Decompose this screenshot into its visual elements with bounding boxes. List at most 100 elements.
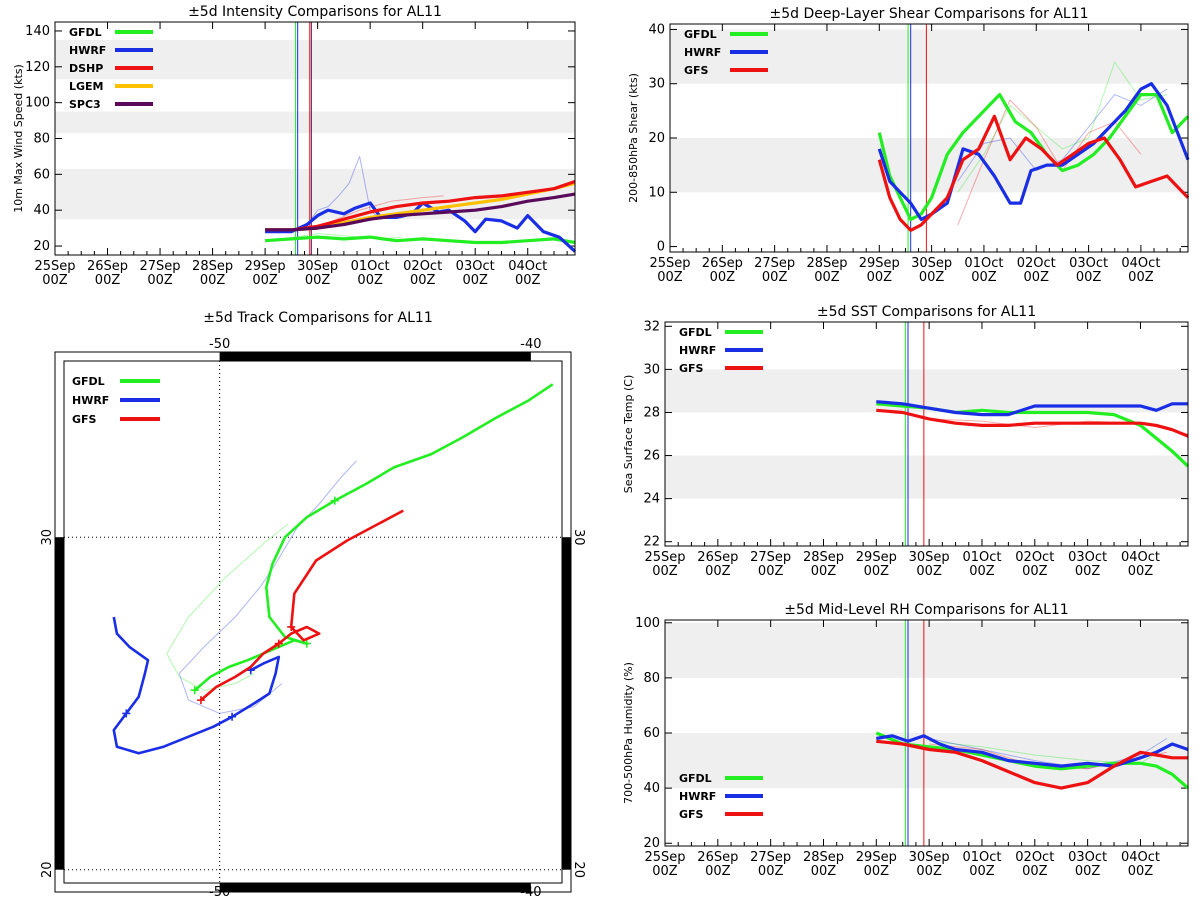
- x-tick-date: 28Sep: [806, 256, 847, 271]
- x-tick-date: 30Sep: [911, 256, 952, 271]
- x-tick-date: 25Sep: [644, 550, 685, 565]
- lon-label-top: -50: [209, 337, 230, 352]
- border-black-right: [562, 537, 571, 870]
- sst-chart: ±5d SST Comparisons for AL11 Sea Surface …: [622, 304, 1190, 579]
- chart-title: ±5d Intensity Comparisons for AL11: [188, 4, 442, 20]
- y-tick-label: 60: [33, 167, 50, 182]
- x-tick-hour: 00Z: [1022, 864, 1048, 879]
- legend-label: HWRF: [679, 790, 716, 803]
- x-tick-hour: 00Z: [969, 864, 995, 879]
- series-line-gfdl: [264, 235, 576, 245]
- x-tick-hour: 00Z: [1024, 270, 1050, 285]
- x-tick-date: 27Sep: [750, 550, 791, 565]
- legend-label: HWRF: [69, 44, 106, 57]
- series-line-gfs: [876, 408, 1189, 438]
- legend-label: GFS: [72, 413, 97, 426]
- grey-band: [55, 111, 575, 134]
- x-tick-date: 25Sep: [649, 256, 690, 271]
- legend-label: GFS: [679, 362, 704, 375]
- series-line-gfs: [876, 739, 1188, 790]
- y-tick-label: 120: [25, 60, 50, 75]
- rh-chart: ±5d Mid-Level RH Comparisons for AL11 700…: [622, 602, 1190, 879]
- plot-frame: [664, 321, 1189, 547]
- y-axis-label: Sea Surface Temp (C): [622, 375, 635, 493]
- y-tick-label: 32: [643, 319, 660, 334]
- legend-label: DSHP: [69, 62, 103, 75]
- x-tick-date: 02Oct: [1015, 550, 1054, 565]
- y-tick-label: 40: [33, 203, 50, 218]
- x-tick-hour: 00Z: [1128, 864, 1154, 879]
- y-tick-label: 140: [25, 24, 50, 39]
- x-tick-hour: 00Z: [811, 864, 837, 879]
- x-tick-hour: 00Z: [762, 270, 788, 285]
- x-tick-hour: 00Z: [1128, 270, 1154, 285]
- lat-label-left: 20: [40, 861, 55, 878]
- series-line-spc3: [265, 192, 576, 232]
- intensity-chart: ±5d Intensity Comparisons for AL11 10m Ma…: [12, 4, 577, 288]
- x-tick-hour: 00Z: [811, 564, 837, 579]
- track-marker: [228, 712, 237, 721]
- x-tick-hour: 00Z: [710, 270, 736, 285]
- track-chart: ±5d Track Comparisons for AL11 -50 -50 -40 -…: [40, 310, 586, 900]
- x-tick-date: 25Sep: [644, 850, 685, 865]
- x-tick-date: 28Sep: [192, 259, 233, 274]
- y-tick-label: 30: [643, 362, 660, 377]
- y-tick-label: 20: [648, 131, 665, 146]
- lat-label-right: 30: [571, 529, 586, 546]
- border-black-top: [219, 352, 531, 361]
- track-line-gfdl-prev: [166, 523, 289, 691]
- x-tick-hour: 00Z: [867, 270, 893, 285]
- x-tick-hour: 00Z: [462, 273, 488, 288]
- x-tick-date: 03Oct: [1069, 256, 1108, 271]
- x-tick-hour: 00Z: [705, 864, 731, 879]
- legend-label: GFDL: [679, 326, 712, 339]
- x-tick-date: 01Oct: [962, 550, 1001, 565]
- lon-label-bottom: -50: [209, 885, 230, 900]
- x-tick-date: 28Sep: [803, 850, 844, 865]
- x-tick-hour: 00Z: [147, 273, 173, 288]
- series-line-dshp: [265, 179, 576, 232]
- x-tick-hour: 00Z: [95, 273, 121, 288]
- x-tick-hour: 00Z: [864, 564, 890, 579]
- x-tick-date: 26Sep: [87, 259, 128, 274]
- x-tick-hour: 00Z: [357, 273, 383, 288]
- track-marker: [196, 696, 205, 705]
- grey-band: [55, 168, 575, 220]
- x-tick-date: 01Oct: [351, 259, 390, 274]
- x-tick-date: 26Sep: [702, 256, 743, 271]
- track-line-gfdl: [193, 383, 554, 692]
- x-tick-date: 27Sep: [750, 850, 791, 865]
- y-tick-label: 24: [643, 492, 660, 507]
- shear-chart: ±5d Deep-Layer Shear Comparisons for AL1…: [627, 6, 1190, 285]
- x-tick-date: 02Oct: [1015, 850, 1054, 865]
- track-line-hwrf: [112, 616, 281, 755]
- x-tick-date: 01Oct: [964, 256, 1003, 271]
- y-tick-label: 22: [643, 535, 660, 550]
- series-line-gfdl-prev: [929, 740, 1168, 764]
- y-tick-label: 100: [635, 616, 660, 631]
- y-tick-label: 26: [643, 449, 660, 464]
- x-tick-date: 02Oct: [403, 259, 442, 274]
- track-marker: [122, 709, 131, 718]
- y-axis-label: 200-850hPa Shear (kts): [627, 73, 640, 203]
- border-black-left: [55, 537, 64, 870]
- x-tick-date: 03Oct: [1068, 850, 1107, 865]
- y-tick-label: 28: [643, 405, 660, 420]
- x-tick-date: 03Oct: [456, 259, 495, 274]
- x-tick-date: 04Oct: [1121, 850, 1160, 865]
- y-axis-label: 700-500hPa Humidity (%): [622, 662, 635, 804]
- x-tick-date: 29Sep: [859, 256, 900, 271]
- series-line-gfs-prev: [957, 99, 1142, 226]
- x-tick-date: 26Sep: [697, 550, 738, 565]
- grey-band: [670, 29, 1188, 84]
- x-tick-hour: 00Z: [1075, 864, 1101, 879]
- y-tick-label: 100: [25, 96, 50, 111]
- x-tick-date: 27Sep: [754, 256, 795, 271]
- x-tick-date: 26Sep: [697, 850, 738, 865]
- y-tick-label: 60: [643, 726, 660, 741]
- track-line-gfs: [200, 509, 404, 702]
- x-tick-hour: 00Z: [1128, 564, 1154, 579]
- lon-label-bottom: -40: [520, 885, 541, 900]
- border-black-bottom: [219, 883, 531, 892]
- y-tick-label: 80: [33, 132, 50, 147]
